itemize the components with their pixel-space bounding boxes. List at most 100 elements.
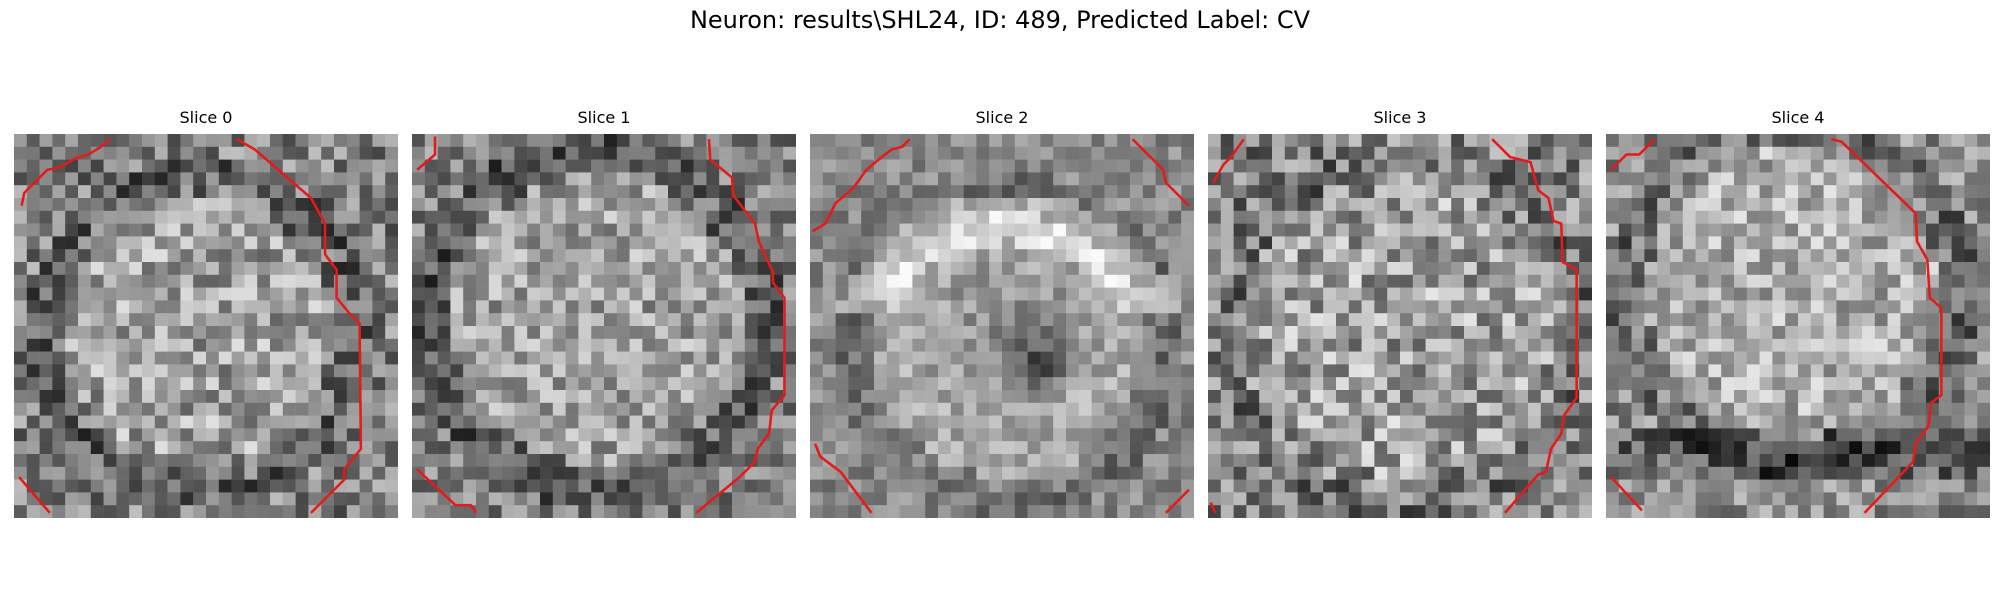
- pixel: [861, 249, 875, 263]
- pixel: [591, 313, 605, 327]
- pixel: [1759, 262, 1773, 276]
- pixel: [1785, 377, 1799, 391]
- pixel: [334, 338, 348, 352]
- pixel: [1900, 159, 1914, 173]
- pixel: [1220, 262, 1234, 276]
- pixel: [848, 249, 862, 263]
- pixel: [1938, 185, 1952, 199]
- pixel: [770, 364, 784, 378]
- pixel: [1502, 415, 1516, 429]
- pixel: [1657, 441, 1671, 455]
- pixel: [1476, 159, 1490, 173]
- pixel: [950, 390, 964, 404]
- pixel: [642, 313, 656, 327]
- pixel: [1746, 492, 1760, 506]
- pixel: [1977, 198, 1990, 212]
- pixel: [65, 364, 79, 378]
- pixel: [1181, 415, 1194, 429]
- pixel: [810, 466, 824, 480]
- pixel: [116, 479, 130, 493]
- pixel: [1926, 479, 1940, 493]
- pixel: [154, 441, 168, 455]
- pixel: [642, 134, 656, 148]
- pixel: [193, 185, 207, 199]
- pixel: [218, 505, 232, 518]
- pixel: [1272, 454, 1286, 468]
- pixel: [437, 134, 451, 148]
- pixel: [1464, 479, 1478, 493]
- pixel: [989, 134, 1003, 148]
- pixel: [14, 134, 28, 148]
- pixel: [693, 300, 707, 314]
- pixel: [1926, 313, 1940, 327]
- pixel: [193, 172, 207, 186]
- pixel: [1053, 466, 1067, 480]
- pixel: [1091, 351, 1105, 365]
- pixel: [78, 262, 92, 276]
- pixel: [231, 492, 245, 506]
- pixel: [103, 377, 117, 391]
- pixel: [1759, 351, 1773, 365]
- pixel: [1272, 326, 1286, 340]
- pixel: [680, 287, 694, 301]
- pixel: [450, 198, 464, 212]
- pixel: [527, 364, 541, 378]
- pixel: [1208, 210, 1222, 224]
- pixel: [861, 159, 875, 173]
- pixel: [308, 274, 322, 288]
- pixel: [848, 466, 862, 480]
- pixel: [899, 492, 913, 506]
- pixel: [385, 287, 398, 301]
- pixel: [1348, 223, 1362, 237]
- pixel: [886, 505, 900, 518]
- pixel: [963, 466, 977, 480]
- pixel: [1348, 274, 1362, 288]
- pixel: [142, 364, 156, 378]
- pixel: [180, 402, 194, 416]
- pixel: [1708, 364, 1722, 378]
- pixel: [810, 505, 824, 518]
- pixel: [1772, 249, 1786, 263]
- pixel: [1836, 198, 1850, 212]
- pixel: [334, 223, 348, 237]
- pixel: [1785, 479, 1799, 493]
- pixel: [1951, 402, 1965, 416]
- pixel: [52, 236, 66, 250]
- pixel: [1670, 402, 1684, 416]
- pixel: [193, 326, 207, 340]
- pixel: [231, 338, 245, 352]
- pixel: [810, 249, 824, 263]
- pixel: [1849, 159, 1863, 173]
- pixel: [1836, 479, 1850, 493]
- pixel: [1374, 249, 1388, 263]
- pixel: [231, 466, 245, 480]
- pixel: [412, 274, 426, 288]
- pixel: [1900, 300, 1914, 314]
- pixel: [116, 236, 130, 250]
- pixel: [1862, 415, 1876, 429]
- pixel: [1951, 364, 1965, 378]
- pixel: [52, 262, 66, 276]
- pixel: [757, 390, 771, 404]
- pixel: [540, 428, 554, 442]
- pixel: [193, 415, 207, 429]
- pixel: [1810, 236, 1824, 250]
- pixel: [642, 159, 656, 173]
- pixel: [706, 262, 720, 276]
- pixel: [1246, 134, 1260, 148]
- pixel: [501, 479, 515, 493]
- pixel: [668, 326, 682, 340]
- pixel: [1078, 172, 1092, 186]
- pixel: [912, 172, 926, 186]
- pixel: [629, 236, 643, 250]
- pixel: [668, 249, 682, 263]
- pixel: [680, 428, 694, 442]
- pixel: [783, 146, 796, 160]
- pixel: [218, 492, 232, 506]
- pixel: [1951, 274, 1965, 288]
- pixel: [527, 377, 541, 391]
- pixel: [540, 172, 554, 186]
- pixel: [1553, 249, 1567, 263]
- pixel: [26, 479, 40, 493]
- pixel: [1361, 466, 1375, 480]
